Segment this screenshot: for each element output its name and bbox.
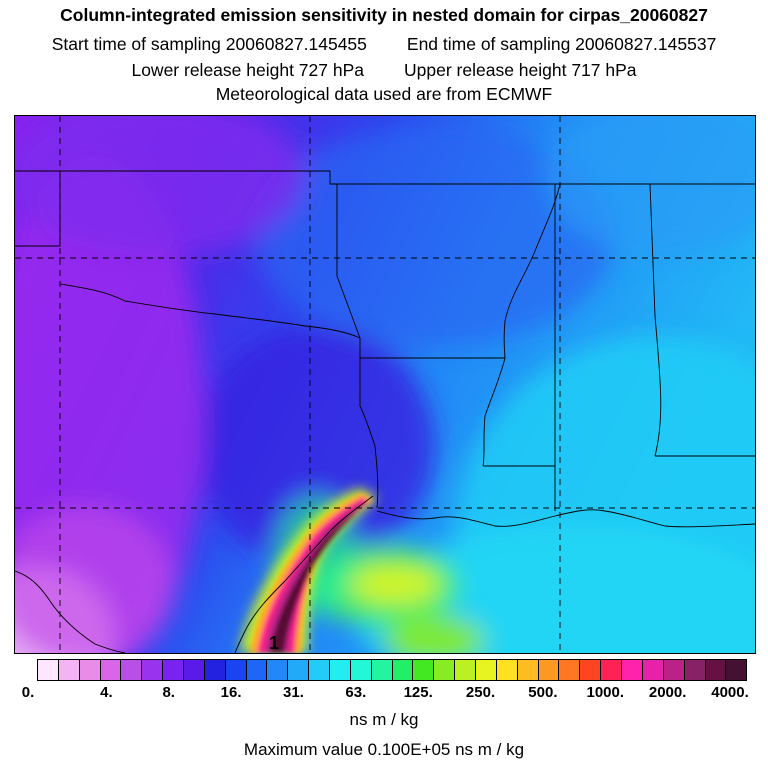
gulf-green-south [385, 616, 485, 653]
colorbar-segment [622, 660, 643, 680]
southwest-magenta-region [15, 506, 175, 653]
colorbar-segment [330, 660, 351, 680]
oklahoma-panhandle-border [15, 171, 61, 247]
colorbar-segment [684, 660, 706, 680]
colorbar-segment [350, 660, 372, 680]
colorbar-segment [309, 660, 331, 680]
colorbar-segment [58, 660, 80, 680]
map-graphic: 1 [15, 116, 755, 653]
colorbar-tick-label: 0. [21, 684, 35, 701]
colorbar-segment [371, 660, 393, 680]
colorbar-segment [204, 660, 226, 680]
plume-core [250, 493, 373, 653]
met-data-label: Meteorological data used are from ECMWF [215, 84, 553, 104]
colorbar-segment [538, 660, 560, 680]
end-time-label: End time of sampling 20060827.145537 [406, 34, 717, 54]
oklahoma-north-border [15, 170, 755, 185]
colorbar-segment [642, 660, 664, 680]
rio-grande [15, 570, 126, 653]
colorbar-segment [559, 660, 581, 680]
texas-coastline [234, 495, 374, 653]
colorbar-segment [726, 660, 747, 680]
colorbar [37, 659, 747, 681]
colorbar-tick-label: 8. [162, 684, 175, 701]
colorbar-tick-label: 250. [465, 684, 496, 701]
release-height-line: Lower release height 727 hPa Upper releas… [0, 59, 768, 81]
colorbar-segment [496, 660, 518, 680]
sampling-time-line: Start time of sampling 20060827.145455 En… [0, 33, 768, 55]
colorbar-tick-label: 4. [100, 684, 113, 701]
colorbar-segment [413, 660, 435, 680]
north-blue-region [255, 126, 615, 346]
colorbar-tick-label: 63. [345, 684, 367, 701]
louisiana-coastline [376, 509, 606, 527]
alabama-georgia-border [649, 183, 662, 457]
gulf-yellow-region [350, 564, 440, 604]
colorbar-segment [163, 660, 185, 680]
colorbar-segment [184, 660, 205, 680]
colorbar-segment [100, 660, 122, 680]
colorbar-segment [246, 660, 268, 680]
colorbar-segment [580, 660, 602, 680]
upper-release-label: Upper release height 717 hPa [404, 60, 637, 80]
colorbar-segment [476, 660, 497, 680]
red-river [59, 283, 361, 339]
maximum-value-label: Maximum value 0.100E+05 ns m / kg [243, 740, 525, 759]
colorbar-tick-label: 16. [220, 684, 242, 701]
colorbar-tick-label: 2000. [648, 684, 687, 701]
colorbar-segment [267, 660, 289, 680]
colorbar-segment [601, 660, 623, 680]
sensitivity-field [15, 116, 755, 653]
lower-release-label: Lower release height 727 hPa [131, 60, 364, 80]
colorbar-segment [705, 660, 727, 680]
release-marker: 1 [269, 633, 279, 653]
colorbar-segment [79, 660, 101, 680]
colorbar-segment [225, 660, 247, 680]
colorbar-segment [517, 660, 539, 680]
colorbar-segment [392, 660, 414, 680]
mississippi-river [482, 183, 561, 467]
colorbar-segment [288, 660, 310, 680]
texas-louisiana-border [359, 338, 379, 509]
colorbar-segment [434, 660, 456, 680]
colorbar-tick-label: 1000. [586, 684, 625, 701]
colorbar-segment [121, 660, 143, 680]
colorbar-segment [142, 660, 164, 680]
colorbar-segment [38, 660, 59, 680]
colorbar-segment [455, 660, 477, 680]
sensitivity-map: 1 [14, 115, 756, 654]
gulf-coast-east [604, 510, 755, 528]
colorbar-segment [663, 660, 685, 680]
central-dark-blue-region [195, 326, 435, 566]
colorbar-tick-label: 125. [403, 684, 433, 701]
northwest-purple-region [15, 116, 305, 256]
colorbar-tick-label: 31. [283, 684, 304, 701]
arkansas-west-border [336, 184, 361, 339]
start-time-label: Start time of sampling 20060827.145455 [51, 34, 367, 54]
plot-title: Column-integrated emission sensitivity i… [60, 5, 708, 25]
political-boundaries [15, 170, 755, 653]
colorbar-units: ns m / kg [349, 710, 419, 729]
colorbar-tick-label: 500. [528, 684, 558, 701]
colorbar-tick-label: 4000. [711, 684, 749, 701]
